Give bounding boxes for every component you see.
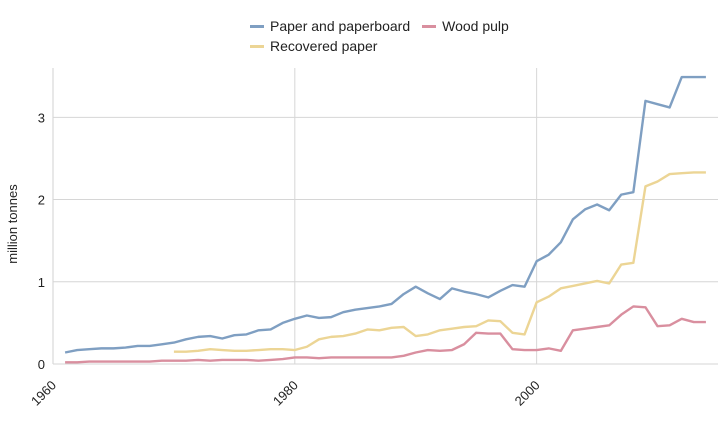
legend: Paper and paperboard Wood pulp Recovered… <box>250 16 550 56</box>
legend-swatch-wood-pulp <box>422 24 437 28</box>
x-tick-label: 2000 <box>512 378 543 409</box>
series-line-paper-and-paperboard <box>64 75 706 354</box>
y-tick-label: 3 <box>38 110 45 125</box>
legend-swatch-recovered-paper <box>250 44 264 48</box>
legend-label-wood-pulp: Wood pulp <box>442 18 509 34</box>
x-tick-label: 1980 <box>270 378 301 409</box>
legend-item-wood-pulp: Wood pulp <box>422 18 509 34</box>
legend-label-recovered-paper: Recovered paper <box>270 38 378 54</box>
series-line-recovered-paper <box>173 171 706 353</box>
y-tick-label: 0 <box>38 357 45 372</box>
legend-item-paper-and-paperboard: Paper and paperboard <box>250 18 410 34</box>
legend-label-paper-and-paperboard: Paper and paperboard <box>270 18 411 34</box>
legend-swatch-paper-and-paperboard <box>250 24 264 28</box>
series-line-wood-pulp <box>65 305 706 364</box>
y-axis-label: million tonnes <box>5 184 20 264</box>
legend-item-recovered-paper: Recovered paper <box>250 38 377 54</box>
y-tick-label: 2 <box>38 193 45 208</box>
y-tick-label: 1 <box>38 275 45 290</box>
x-tick-label: 1960 <box>28 378 59 409</box>
